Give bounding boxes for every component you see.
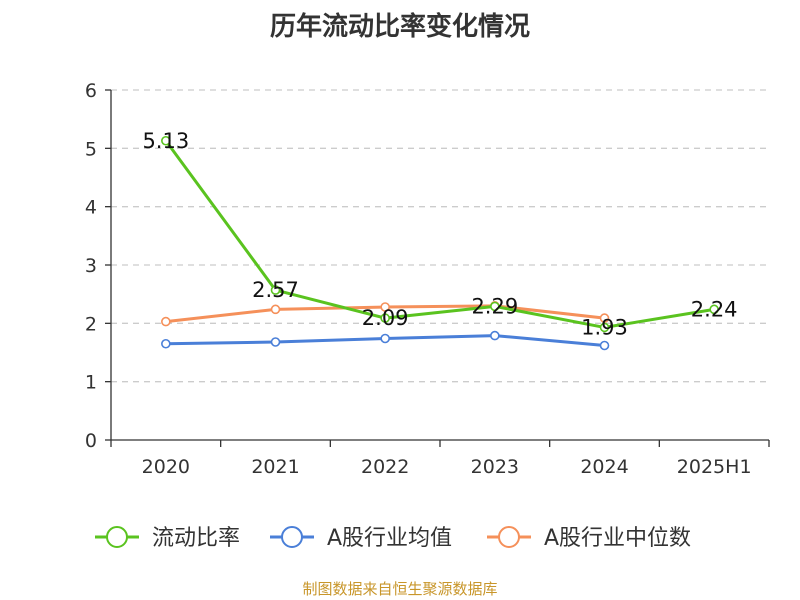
data-label: 1.93 bbox=[581, 315, 628, 339]
legend-label: A股行业中位数 bbox=[544, 526, 691, 551]
series-line bbox=[164, 139, 715, 329]
axes: 0 1 2 3 4 5 6 2020 2021 2022 2023 2024 2025H1 bbox=[85, 80, 770, 478]
data-point bbox=[599, 322, 610, 333]
legend-marker bbox=[281, 526, 303, 548]
x-tick-label: 2025H1 bbox=[677, 456, 752, 478]
y-tick-label: 4 bbox=[85, 197, 97, 219]
y-tick-label: 2 bbox=[85, 313, 97, 335]
y-tick-label: 3 bbox=[85, 255, 97, 277]
y-tick-label: 0 bbox=[85, 430, 97, 452]
data-point bbox=[380, 302, 390, 312]
x-tick-label: 2023 bbox=[471, 456, 519, 478]
data-point bbox=[270, 304, 281, 315]
x-tick-label: 2024 bbox=[580, 456, 628, 478]
source-footer: 制图数据来自恒生聚源数据库 bbox=[302, 580, 498, 598]
series-lines bbox=[161, 135, 719, 351]
x-tick-label: 2020 bbox=[142, 456, 190, 478]
data-point bbox=[270, 285, 281, 295]
data-label: 2.57 bbox=[252, 278, 299, 302]
y-tick-label: 5 bbox=[85, 138, 97, 160]
data-point bbox=[380, 313, 390, 323]
data-label: 5.13 bbox=[142, 129, 189, 153]
legend-label: A股行业均值 bbox=[327, 526, 452, 551]
data-label: 2.29 bbox=[471, 294, 518, 318]
legend: 流动比率 A股行业均值 A股行业中位数 bbox=[95, 526, 691, 551]
chart-title: 历年流动比率变化情况 bbox=[269, 12, 530, 42]
data-point bbox=[380, 333, 390, 344]
data-point bbox=[599, 313, 610, 323]
data-point bbox=[161, 316, 171, 327]
legend-marker bbox=[498, 526, 520, 548]
data-point bbox=[709, 304, 719, 315]
legend-label: 流动比率 bbox=[152, 526, 240, 551]
x-tick-label: 2021 bbox=[251, 456, 299, 478]
data-point bbox=[161, 338, 171, 349]
data-point bbox=[270, 337, 281, 347]
legend-marker bbox=[106, 526, 128, 548]
data-point bbox=[599, 340, 610, 351]
data-labels: 5.13 2.57 2.09 2.29 1.93 2.24 bbox=[142, 129, 737, 340]
data-label: 2.09 bbox=[362, 306, 409, 330]
y-tick-label: 1 bbox=[85, 372, 97, 394]
data-label: 2.24 bbox=[691, 297, 738, 321]
data-point bbox=[490, 301, 500, 312]
data-point bbox=[161, 135, 171, 146]
data-point bbox=[490, 330, 500, 341]
x-tick-label: 2022 bbox=[361, 456, 409, 478]
y-tick-label: 6 bbox=[85, 80, 97, 102]
